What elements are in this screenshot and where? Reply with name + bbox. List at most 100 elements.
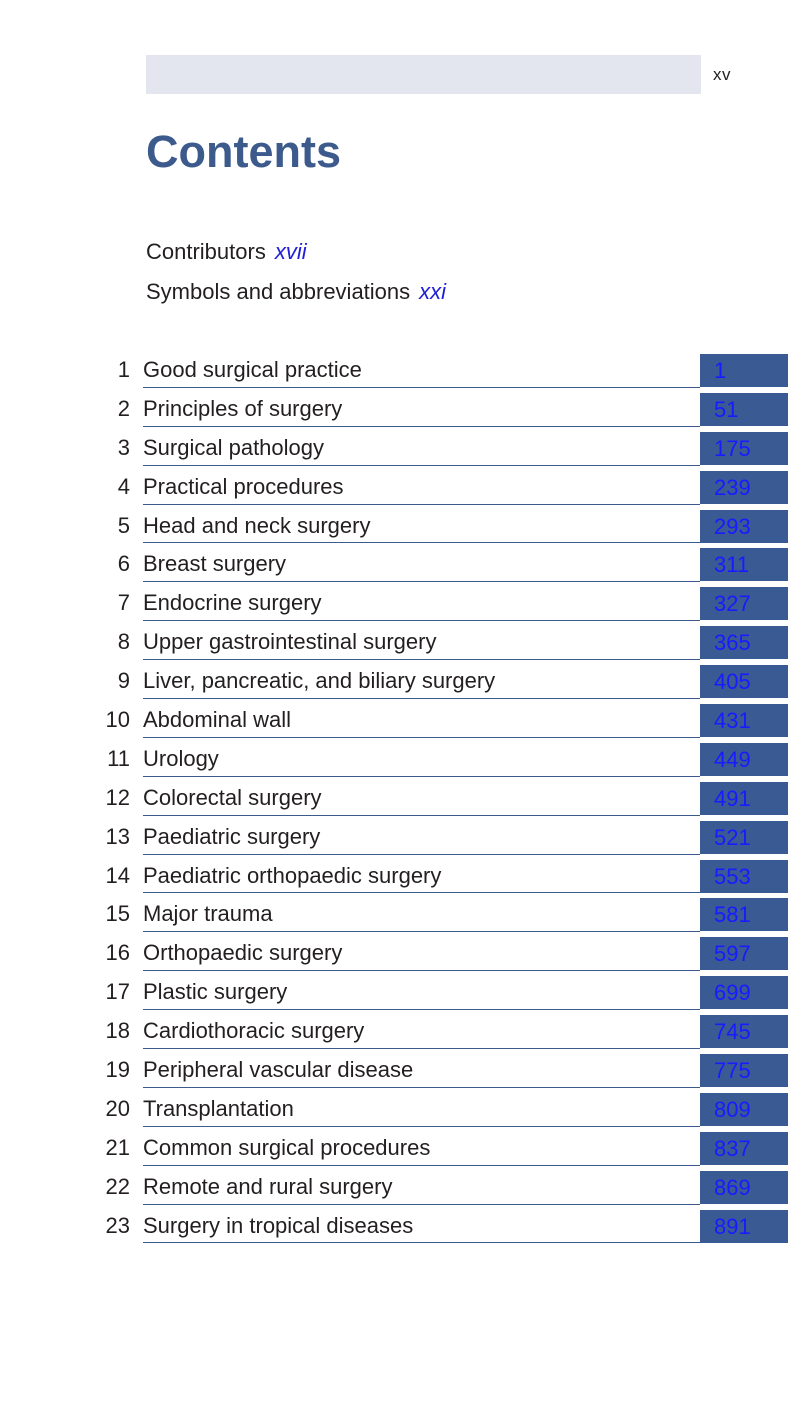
chapter-title[interactable]: Major trauma [143,901,273,927]
chapter-divider [143,892,700,894]
chapter-title[interactable]: Colorectal surgery [143,784,322,810]
chapter-divider [143,659,700,661]
chapter-title[interactable]: Cardiothoracic surgery [143,1018,365,1044]
chapter-divider [143,1164,700,1166]
chapter-number: 8 [117,629,130,655]
chapter-title[interactable]: Transplantation [143,1095,294,1121]
front-matter-page-link[interactable]: xvii [274,239,307,264]
front-matter-item-contributors[interactable]: Contributors xvii [146,235,446,275]
chapter-title[interactable]: Peripheral vascular disease [143,1057,414,1083]
chapter-divider [143,425,700,427]
chapter-row[interactable]: 2 Principles of surgery 51 [0,390,788,429]
chapter-row[interactable]: 8 Upper gastrointestinal surgery 365 [0,623,788,662]
chapter-page-link[interactable]: 239 [700,470,788,504]
chapter-row[interactable]: 5 Head and neck surgery 293 [0,507,788,546]
chapter-title[interactable]: Abdominal wall [143,707,291,733]
chapter-number: 23 [105,1212,130,1238]
chapter-row[interactable]: 13 Paediatric surgery 521 [0,818,788,857]
chapter-page-link[interactable]: 311 [700,548,788,582]
chapter-row[interactable]: 14 Paediatric orthopaedic surgery 553 [0,857,788,896]
chapter-title[interactable]: Orthopaedic surgery [143,940,343,966]
chapter-page-link[interactable]: 1 [700,354,788,387]
chapter-row[interactable]: 16 Orthopaedic surgery 597 [0,934,788,973]
chapter-row[interactable]: 10 Abdominal wall 431 [0,701,788,740]
chapter-page-link[interactable]: 891 [700,1209,788,1243]
chapter-page-link[interactable]: 869 [700,1170,788,1204]
chapter-row[interactable]: 7 Endocrine surgery 327 [0,584,788,623]
chapter-page-link[interactable]: 491 [700,781,788,815]
chapter-row[interactable]: 12 Colorectal surgery 491 [0,779,788,818]
chapter-title[interactable]: Practical procedures [143,473,344,499]
front-matter-item-symbols[interactable]: Symbols and abbreviations xxi [146,275,446,315]
chapter-page-link[interactable]: 51 [700,392,788,426]
chapter-row[interactable]: 17 Plastic surgery 699 [0,973,788,1012]
chapter-title[interactable]: Surgical pathology [143,434,325,460]
chapter-title[interactable]: Paediatric orthopaedic surgery [143,862,442,888]
chapter-row[interactable]: 1 Good surgical practice 1 [0,351,788,390]
chapter-row[interactable]: 22 Remote and rural surgery 869 [0,1168,788,1207]
chapter-title[interactable]: Remote and rural surgery [143,1173,393,1199]
chapter-number: 14 [105,862,130,888]
chapter-row[interactable]: 6 Breast surgery 311 [0,545,788,584]
chapter-page-link[interactable]: 327 [700,587,788,621]
chapter-number: 3 [117,434,130,460]
chapter-page-link[interactable]: 405 [700,665,788,699]
chapter-title[interactable]: Head and neck surgery [143,512,371,538]
chapter-row[interactable]: 3 Surgical pathology 175 [0,429,788,468]
chapter-page-link[interactable]: 699 [700,976,788,1010]
chapter-row[interactable]: 19 Peripheral vascular disease 775 [0,1051,788,1090]
front-matter-page-link[interactable]: xxi [419,279,447,304]
chapter-divider [143,853,700,855]
chapter-title[interactable]: Upper gastrointestinal surgery [143,629,437,655]
chapter-page-link[interactable]: 597 [700,937,788,971]
page-title: Contents [146,126,341,177]
chapter-number: 6 [117,551,130,577]
chapter-row[interactable]: 11 Urology 449 [0,740,788,779]
chapter-row[interactable]: 9 Liver, pancreatic, and biliary surgery 4… [0,662,788,701]
chapter-divider [143,970,700,972]
chapter-page-link[interactable]: 365 [700,626,788,660]
chapter-number: 16 [105,940,130,966]
chapter-row[interactable]: 23 Surgery in tropical diseases 891 [0,1207,788,1246]
chapter-page-link[interactable]: 775 [700,1054,788,1088]
chapter-divider [143,620,700,622]
chapter-title[interactable]: Urology [143,745,219,771]
chapter-page-link[interactable]: 431 [700,704,788,738]
chapter-row[interactable]: 20 Transplantation 809 [0,1090,788,1129]
chapter-divider [143,1086,700,1088]
chapter-page-link[interactable]: 809 [700,1092,788,1126]
chapter-divider [143,736,700,738]
chapter-divider [143,542,700,544]
chapter-divider [143,386,700,388]
chapter-title[interactable]: Good surgical practice [143,357,362,382]
chapter-page-link[interactable]: 581 [700,898,788,932]
chapter-page-link[interactable]: 745 [700,1015,788,1049]
chapter-row[interactable]: 18 Cardiothoracic surgery 745 [0,1012,788,1051]
chapter-page-link[interactable]: 175 [700,431,788,465]
chapter-row[interactable]: 15 Major trauma 581 [0,895,788,934]
chapter-page-link[interactable]: 293 [700,509,788,543]
chapter-title[interactable]: Surgery in tropical diseases [143,1212,414,1238]
chapter-title[interactable]: Common surgical procedures [143,1134,431,1160]
chapter-number: 20 [105,1095,130,1121]
chapter-row[interactable]: 21 Common surgical procedures 837 [0,1129,788,1168]
chapter-title[interactable]: Breast surgery [143,551,287,577]
chapter-number: 4 [117,473,130,499]
chapter-divider [143,931,700,933]
chapter-divider [143,1125,700,1127]
chapter-title[interactable]: Principles of surgery [143,395,343,421]
chapter-divider [143,1048,700,1050]
chapter-number: 22 [105,1173,130,1199]
chapter-page-link[interactable]: 837 [700,1131,788,1165]
chapter-page-link[interactable]: 553 [700,859,788,893]
chapter-page-link[interactable]: 449 [700,742,788,776]
chapter-page-link[interactable]: 521 [700,820,788,854]
chapter-title[interactable]: Endocrine surgery [143,590,322,616]
chapter-number: 7 [117,590,130,616]
chapter-title[interactable]: Plastic surgery [143,979,288,1005]
chapter-number: 12 [105,784,130,810]
chapter-divider [143,1242,700,1244]
chapter-row[interactable]: 4 Practical procedures 239 [0,468,788,507]
chapter-title[interactable]: Paediatric surgery [143,823,321,849]
chapter-title[interactable]: Liver, pancreatic, and biliary surgery [143,668,496,694]
